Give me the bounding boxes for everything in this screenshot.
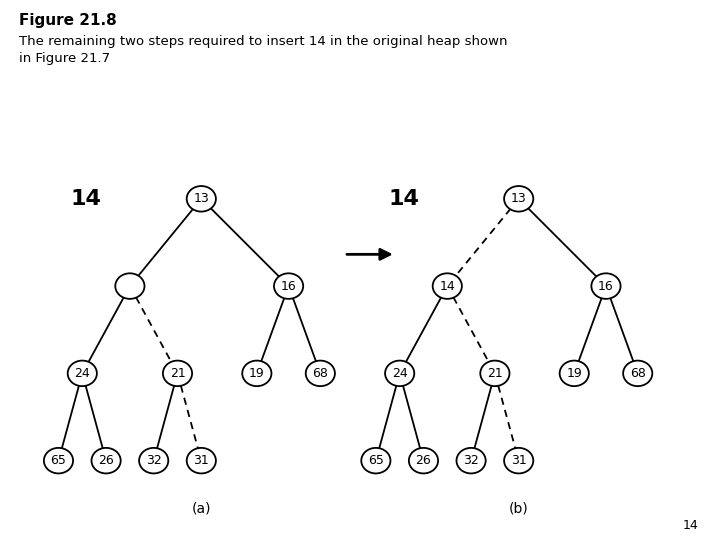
Ellipse shape xyxy=(591,273,621,299)
Text: 32: 32 xyxy=(146,454,161,467)
Ellipse shape xyxy=(480,361,510,386)
Ellipse shape xyxy=(44,448,73,474)
Text: 24: 24 xyxy=(74,367,90,380)
Ellipse shape xyxy=(163,361,192,386)
Ellipse shape xyxy=(186,448,216,474)
Text: Figure 21.8: Figure 21.8 xyxy=(19,14,117,29)
Text: 14: 14 xyxy=(71,189,102,209)
Text: 16: 16 xyxy=(598,280,614,293)
Ellipse shape xyxy=(274,273,303,299)
Text: 14: 14 xyxy=(388,189,419,209)
Ellipse shape xyxy=(68,361,97,386)
Text: 68: 68 xyxy=(312,367,328,380)
Text: (a): (a) xyxy=(192,501,211,515)
Ellipse shape xyxy=(186,186,216,212)
Ellipse shape xyxy=(504,448,534,474)
Ellipse shape xyxy=(361,448,390,474)
Ellipse shape xyxy=(623,361,652,386)
Text: 13: 13 xyxy=(194,192,210,205)
Text: 24: 24 xyxy=(392,367,408,380)
Text: 26: 26 xyxy=(98,454,114,467)
Text: 68: 68 xyxy=(630,367,646,380)
Ellipse shape xyxy=(456,448,486,474)
Ellipse shape xyxy=(433,273,462,299)
Text: 14: 14 xyxy=(683,519,698,532)
Text: 19: 19 xyxy=(249,367,265,380)
Text: 26: 26 xyxy=(415,454,431,467)
Text: 31: 31 xyxy=(194,454,210,467)
Text: 19: 19 xyxy=(567,367,582,380)
Ellipse shape xyxy=(504,186,534,212)
Ellipse shape xyxy=(385,361,414,386)
Ellipse shape xyxy=(242,361,271,386)
Ellipse shape xyxy=(91,448,121,474)
Text: 21: 21 xyxy=(487,367,503,380)
Text: 21: 21 xyxy=(170,367,185,380)
Text: 65: 65 xyxy=(368,454,384,467)
Ellipse shape xyxy=(409,448,438,474)
Text: 31: 31 xyxy=(510,454,526,467)
Ellipse shape xyxy=(559,361,589,386)
Text: 14: 14 xyxy=(439,280,455,293)
Ellipse shape xyxy=(115,273,145,299)
Text: The remaining two steps required to insert 14 in the original heap shown
in Figu: The remaining two steps required to inse… xyxy=(19,35,508,65)
Ellipse shape xyxy=(139,448,168,474)
Text: 13: 13 xyxy=(510,192,526,205)
Text: 32: 32 xyxy=(463,454,479,467)
Text: (b): (b) xyxy=(509,501,528,515)
Ellipse shape xyxy=(306,361,335,386)
Text: 16: 16 xyxy=(281,280,297,293)
Text: 65: 65 xyxy=(50,454,66,467)
